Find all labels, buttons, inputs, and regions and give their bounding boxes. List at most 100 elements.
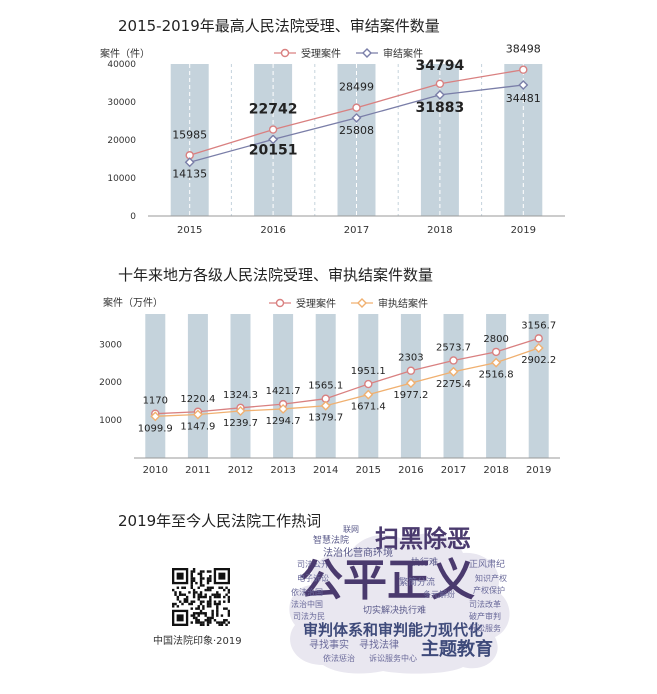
- data-label: 1324.3: [223, 390, 258, 401]
- legend-marker: [275, 298, 285, 308]
- y-tick-label: 30000: [107, 98, 136, 108]
- qr-module: [209, 570, 212, 573]
- qr-module: [181, 602, 184, 606]
- qr-module: [206, 577, 210, 580]
- data-label: 14135: [172, 167, 207, 180]
- cloud-word: 切实解决执行难: [363, 606, 427, 616]
- qr-module: [204, 588, 207, 592]
- qr-module: [190, 574, 193, 578]
- legend-marker: [357, 298, 367, 308]
- qr-module: [209, 595, 212, 599]
- x-tick-label: 2017: [344, 225, 369, 236]
- qr-module: [192, 577, 196, 580]
- data-label: 3156.7: [521, 320, 556, 331]
- qr-module: [216, 609, 219, 613]
- qr-module: [192, 614, 196, 617]
- qr-module: [176, 598, 180, 601]
- qr-module: [185, 600, 189, 603]
- qr-module: [178, 593, 182, 596]
- qr-module: [225, 623, 228, 626]
- qr-finder: [218, 572, 226, 580]
- qr-module: [192, 593, 196, 596]
- qr-code-icon[interactable]: [172, 568, 230, 626]
- qr-module: [172, 602, 175, 606]
- qr-module: [178, 591, 182, 594]
- data-label: 28499: [339, 81, 374, 94]
- qr-module: [223, 607, 226, 610]
- legend-label: 受理案件: [301, 47, 341, 60]
- qr-module: [174, 602, 177, 606]
- qr-module: [190, 570, 193, 573]
- qr-module: [199, 612, 203, 615]
- data-point: [278, 403, 289, 414]
- x-tick-label: 2014: [313, 465, 338, 476]
- qr-module: [209, 598, 212, 601]
- data-point: [435, 79, 445, 88]
- qr-module: [195, 621, 198, 624]
- qr-module: [227, 591, 230, 594]
- data-point: [192, 409, 203, 420]
- y-tick-label: 40000: [107, 60, 136, 70]
- qr-module: [213, 595, 217, 599]
- qr-module: [183, 593, 187, 596]
- data-label: 1099.9: [138, 423, 173, 434]
- qr-module: [209, 600, 212, 603]
- qr-module: [209, 621, 212, 624]
- qr-module: [202, 595, 205, 599]
- qr-finder: [176, 572, 184, 580]
- qr-module: [216, 595, 219, 599]
- qr-module: [190, 614, 193, 617]
- qr-module: [190, 584, 193, 587]
- qr-module: [190, 581, 193, 585]
- data-point: [491, 357, 502, 368]
- data-label: 22742: [249, 102, 298, 118]
- qr-module: [197, 607, 200, 610]
- legend-label: 受理案件: [296, 297, 336, 310]
- y-tick-label: 1000: [99, 416, 122, 426]
- qr-module: [216, 591, 219, 594]
- data-point: [519, 65, 528, 74]
- data-label: 1977.2: [393, 390, 428, 401]
- qr-module: [199, 577, 203, 580]
- qr-module: [223, 621, 226, 624]
- qr-module: [227, 598, 230, 601]
- qr-module: [211, 616, 214, 620]
- data-label: 1147.9: [180, 422, 215, 433]
- qr-module: [190, 579, 193, 583]
- x-tick-label: 2016: [260, 225, 285, 236]
- cloud-word: 联网: [343, 525, 359, 534]
- qr-module: [223, 619, 226, 622]
- qr-module: [206, 621, 210, 624]
- legend-marker: [280, 48, 290, 58]
- data-label: 1379.7: [308, 413, 343, 424]
- qr-module: [197, 605, 200, 608]
- qr-module: [202, 621, 205, 624]
- qr-module: [218, 602, 221, 606]
- cloud-word: 寻找事实: [309, 640, 349, 651]
- wordcloud-title: 2019年至今人民法院工作热词: [118, 512, 322, 530]
- qr-module: [197, 595, 200, 599]
- qr-module: [174, 593, 177, 596]
- data-label: 1170: [143, 396, 168, 407]
- qr-module: [192, 595, 196, 599]
- qr-module: [227, 595, 230, 599]
- qr-module: [192, 568, 196, 571]
- qr-module: [213, 600, 217, 603]
- qr-module: [185, 598, 189, 601]
- qr-module: [185, 595, 189, 599]
- qr-module: [190, 572, 193, 576]
- qr-module: [204, 595, 207, 599]
- qr-module: [176, 595, 180, 599]
- cloud-word: 电子诉讼: [297, 574, 329, 583]
- qr-module: [225, 586, 228, 589]
- data-point: [268, 134, 279, 145]
- qr-module: [206, 581, 210, 585]
- qr-module: [202, 623, 205, 626]
- qr-module: [199, 579, 203, 583]
- data-point: [351, 112, 362, 123]
- qr-module: [216, 614, 219, 617]
- column-band: [443, 314, 464, 458]
- qr-module: [218, 600, 221, 603]
- data-point: [364, 379, 373, 389]
- data-point: [491, 347, 501, 357]
